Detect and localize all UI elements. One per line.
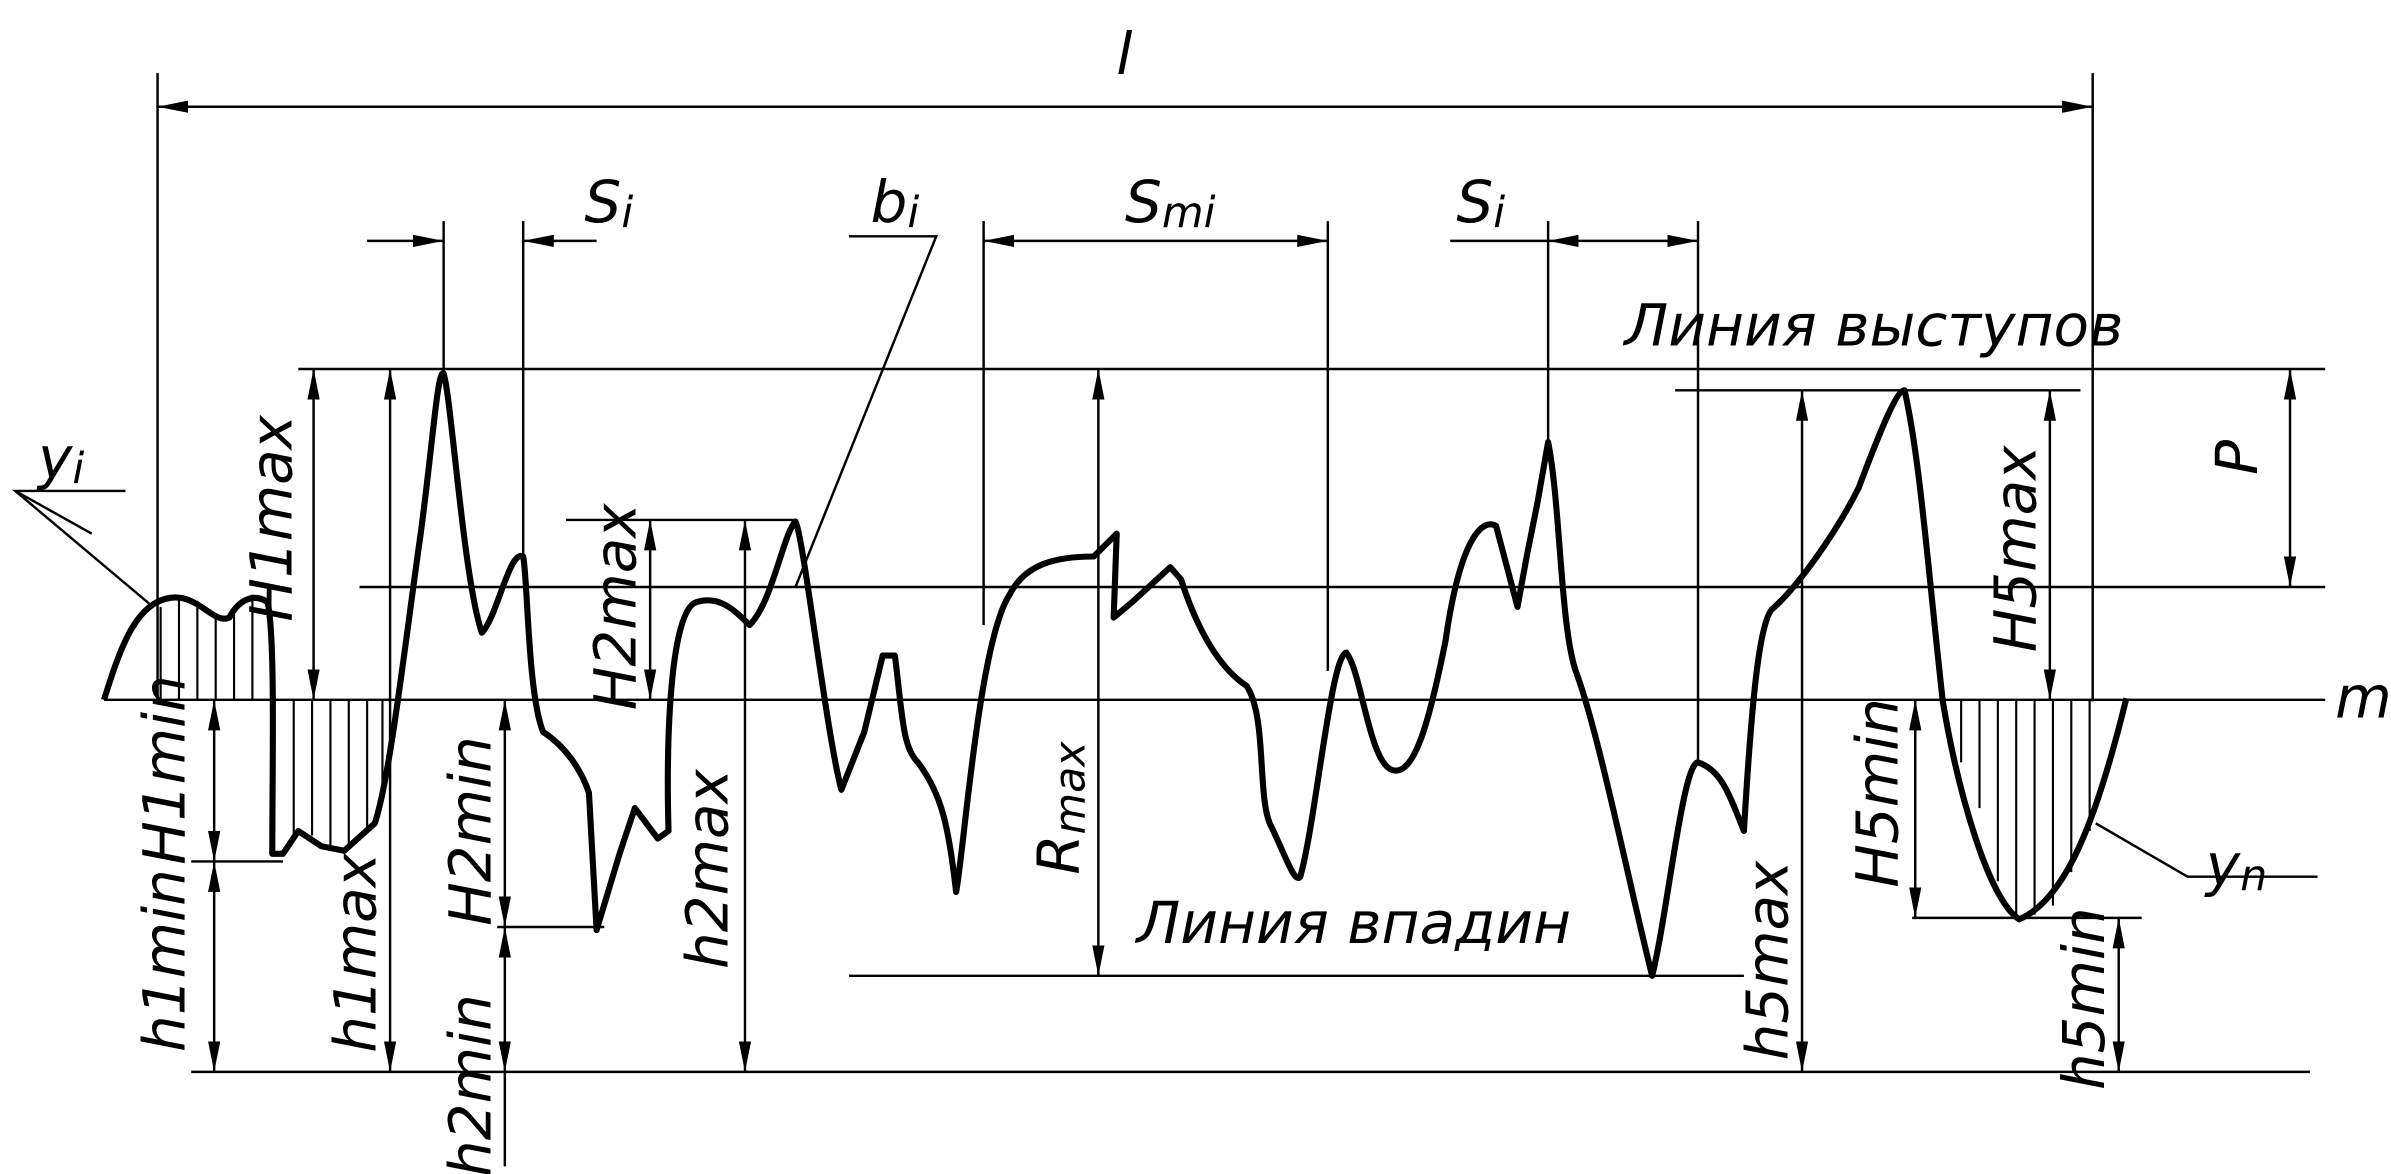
label-sub: i [621, 188, 633, 238]
mean-line-label: m [2335, 664, 2391, 732]
dim-label: H5max [1981, 445, 2049, 652]
p-label: P [2203, 440, 2271, 475]
dim-label: H2max [582, 503, 650, 710]
label-base: R [1025, 834, 1093, 874]
label-base: y [36, 424, 73, 492]
step-label: Si [1456, 168, 1505, 237]
labels: l Si bi Smi Si Линия выступов Линия впад… [36, 20, 2391, 1174]
rmax-label: Rmax [1025, 741, 1095, 875]
ordinate-label: yn [2204, 831, 2268, 900]
ordinate-label: yi [36, 424, 84, 493]
dim-label: h1min [130, 869, 198, 1052]
label-sub: i [1493, 188, 1505, 238]
peak-line-label: Линия выступов [1623, 292, 2124, 360]
hatching [159, 594, 2091, 915]
peak-width-label: bi [871, 168, 920, 237]
reference-lines [104, 73, 2326, 1167]
label-base: y [2204, 831, 2241, 899]
dim-label: H2min [436, 736, 504, 926]
dim-label: H5min [1844, 698, 1912, 888]
dimension-arrows [157, 100, 2297, 1072]
leaders-part [11, 489, 154, 608]
length-label: l [1116, 20, 1132, 88]
label-base: b [871, 168, 908, 236]
leaders-part [794, 235, 939, 588]
label-sub: i [72, 444, 84, 494]
leaders-part [14, 489, 93, 535]
leaders-part [2095, 822, 2318, 878]
dim-label: H1max [237, 414, 305, 621]
dim-label: H1min [130, 675, 198, 865]
step-label: Si [584, 168, 633, 237]
dim-label: h1max [322, 852, 390, 1052]
label-base: S [1456, 168, 1493, 236]
label-base: S [1125, 168, 1162, 236]
profile [101, 370, 2130, 979]
dim-label: h2max [673, 769, 741, 969]
dim-label: h5max [1733, 860, 1801, 1060]
dim-label: h2min [436, 994, 504, 1174]
label-sub: mi [1162, 188, 1216, 238]
label-sub: n [2240, 851, 2267, 901]
mean-step-label: Smi [1125, 168, 1216, 237]
valley-line-label: Линия впадин [1135, 889, 1571, 957]
label-sub: i [907, 188, 919, 238]
label-base: S [584, 168, 621, 236]
dim-label: h5min [2050, 907, 2118, 1090]
leaders [11, 235, 2318, 878]
label-sub: max [1045, 741, 1095, 835]
